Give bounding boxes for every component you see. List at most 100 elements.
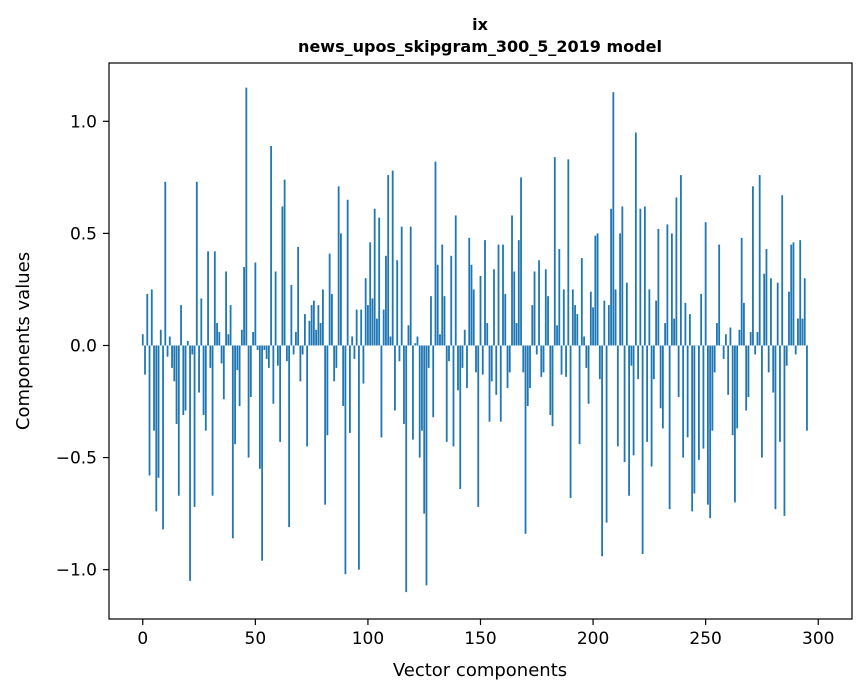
chart-title-line1: ix <box>472 15 488 34</box>
bar-214 <box>623 345 626 463</box>
bar-200 <box>592 307 594 346</box>
bar-254 <box>713 345 716 373</box>
bar-82 <box>326 345 329 436</box>
bar-194 <box>578 345 581 445</box>
y-tick-label: −1.0 <box>56 561 97 581</box>
bar-145 <box>468 237 471 346</box>
bar-32 <box>213 251 216 346</box>
bar-107 <box>382 309 385 346</box>
bar-110 <box>389 336 392 346</box>
bar-146 <box>470 264 473 346</box>
bar-149 <box>477 345 480 507</box>
bar-289 <box>792 242 795 346</box>
bar-162 <box>506 345 509 389</box>
bar-3 <box>148 345 151 476</box>
bar-272 <box>754 345 757 355</box>
bar-108 <box>385 255 387 346</box>
bar-197 <box>585 345 588 368</box>
bar-5 <box>153 345 155 431</box>
bar-120 <box>412 345 414 440</box>
bar-131 <box>436 264 439 346</box>
x-tick-label: 100 <box>352 629 384 649</box>
bar-58 <box>272 345 275 404</box>
bar-208 <box>610 208 612 346</box>
bar-74 <box>308 320 311 346</box>
bar-229 <box>657 228 660 346</box>
bar-261 <box>729 327 732 346</box>
bar-16 <box>177 345 180 496</box>
bar-23 <box>193 345 196 507</box>
bar-209 <box>612 92 615 346</box>
bar-249 <box>702 345 705 449</box>
bar-176 <box>538 260 540 346</box>
bar-283 <box>779 345 781 442</box>
bar-273 <box>756 332 759 346</box>
bar-101 <box>369 242 372 346</box>
bar-255 <box>716 323 718 346</box>
bar-42 <box>236 345 239 371</box>
bar-30 <box>209 345 212 368</box>
bar-244 <box>691 345 694 512</box>
bar-106 <box>380 345 383 438</box>
bar-95 <box>355 309 358 346</box>
bar-177 <box>540 345 543 377</box>
bar-134 <box>443 296 446 346</box>
bar-73 <box>306 345 309 447</box>
bar-185 <box>558 249 561 346</box>
bar-294 <box>803 278 806 346</box>
bar-29 <box>207 251 209 346</box>
bar-127 <box>427 345 430 368</box>
bar-78 <box>317 305 320 346</box>
bar-21 <box>189 345 191 581</box>
bar-60 <box>276 345 279 366</box>
bar-15 <box>175 345 178 424</box>
bar-18 <box>182 345 185 415</box>
bar-253 <box>711 345 714 431</box>
bar-121 <box>414 343 417 346</box>
bar-24 <box>195 181 198 346</box>
bar-90 <box>344 345 347 575</box>
bar-34 <box>218 332 221 346</box>
bar-263 <box>734 345 736 503</box>
bar-160 <box>502 244 504 346</box>
bar-166 <box>515 323 518 346</box>
x-tick-label: 300 <box>802 629 834 649</box>
bar-4 <box>150 289 153 346</box>
bar-142 <box>461 345 464 368</box>
bar-167 <box>517 240 520 346</box>
bar-123 <box>418 345 421 458</box>
bar-49 <box>252 332 254 346</box>
bar-201 <box>594 235 597 346</box>
bar-154 <box>488 345 491 422</box>
bar-75 <box>310 305 313 346</box>
bar-13 <box>171 345 173 368</box>
bar-223 <box>643 206 646 346</box>
bar-265 <box>738 329 741 346</box>
bar-0 <box>141 334 144 346</box>
bar-94 <box>353 345 356 359</box>
bar-27 <box>202 345 205 415</box>
bar-213 <box>621 206 624 346</box>
bar-199 <box>589 291 592 346</box>
bar-187 <box>562 289 565 346</box>
bar-105 <box>378 217 381 346</box>
bar-178 <box>542 345 545 373</box>
bar-140 <box>457 345 459 391</box>
bar-148 <box>475 345 477 373</box>
bar-220 <box>637 345 640 380</box>
bar-277 <box>765 249 768 346</box>
bar-116 <box>403 345 405 424</box>
bar-144 <box>466 345 468 389</box>
bar-262 <box>731 345 734 436</box>
bar-240 <box>682 345 685 458</box>
bar-39 <box>229 305 232 346</box>
bar-204 <box>601 345 603 557</box>
bar-256 <box>718 244 721 346</box>
bar-242 <box>686 345 689 438</box>
bar-56 <box>267 345 270 368</box>
bar-284 <box>781 195 784 346</box>
bar-226 <box>650 345 653 467</box>
bar-219 <box>634 132 637 346</box>
bar-31 <box>211 345 214 496</box>
bar-266 <box>740 237 743 346</box>
